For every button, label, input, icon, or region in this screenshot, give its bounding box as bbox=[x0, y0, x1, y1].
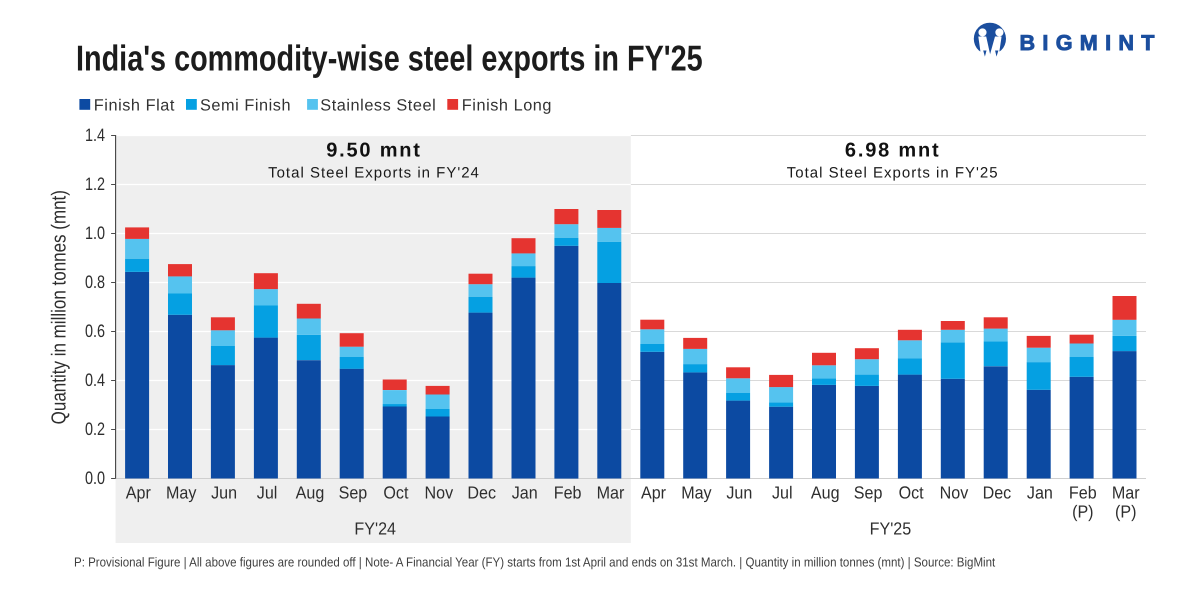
svg-text:0.2: 0.2 bbox=[85, 419, 105, 439]
svg-text:Finish Flat: Finish Flat bbox=[94, 97, 175, 115]
svg-text:Quantity in million tonnes (mn: Quantity in million tonnes (mnt) bbox=[49, 190, 71, 424]
svg-text:0.8: 0.8 bbox=[85, 272, 105, 292]
svg-text:9.50 mnt: 9.50 mnt bbox=[326, 140, 422, 162]
svg-text:Aug: Aug bbox=[296, 483, 325, 503]
svg-text:May: May bbox=[166, 483, 197, 503]
svg-text:P: Provisional Figure | All ab: P: Provisional Figure | All above figure… bbox=[74, 555, 996, 570]
svg-text:(P): (P) bbox=[1115, 502, 1136, 522]
svg-text:Feb: Feb bbox=[1069, 483, 1097, 503]
svg-text:Jan: Jan bbox=[512, 483, 538, 503]
svg-text:FY'25: FY'25 bbox=[870, 519, 912, 539]
svg-text:1.0: 1.0 bbox=[85, 223, 105, 243]
svg-text:Stainless Steel: Stainless Steel bbox=[320, 97, 436, 115]
svg-text:Feb: Feb bbox=[554, 483, 582, 503]
svg-text:May: May bbox=[681, 483, 712, 503]
svg-text:Aug: Aug bbox=[811, 483, 840, 503]
svg-text:Sep: Sep bbox=[854, 483, 883, 503]
svg-text:Nov: Nov bbox=[940, 483, 969, 503]
svg-text:Dec: Dec bbox=[983, 483, 1012, 503]
svg-text:Oct: Oct bbox=[899, 483, 924, 503]
svg-text:Total Steel Exports in FY'24: Total Steel Exports in FY'24 bbox=[268, 164, 480, 181]
svg-text:Total Steel Exports in FY'25: Total Steel Exports in FY'25 bbox=[787, 164, 999, 181]
svg-text:Jul: Jul bbox=[257, 483, 278, 503]
svg-text:0.6: 0.6 bbox=[85, 321, 105, 341]
svg-text:Jan: Jan bbox=[1027, 483, 1053, 503]
svg-text:Apr: Apr bbox=[126, 483, 151, 503]
svg-text:Jul: Jul bbox=[772, 483, 793, 503]
svg-text:BIGMINT: BIGMINT bbox=[1020, 30, 1162, 55]
svg-text:1.4: 1.4 bbox=[85, 125, 105, 145]
svg-text:Sep: Sep bbox=[339, 483, 368, 503]
svg-text:(P): (P) bbox=[1072, 502, 1093, 522]
svg-text:Apr: Apr bbox=[641, 483, 666, 503]
svg-text:Mar: Mar bbox=[1112, 483, 1140, 503]
svg-text:India's commodity-wise steel e: India's commodity-wise steel exports in … bbox=[76, 38, 703, 79]
svg-text:FY'24: FY'24 bbox=[354, 519, 396, 539]
svg-text:0.4: 0.4 bbox=[85, 370, 105, 390]
svg-text:6.98 mnt: 6.98 mnt bbox=[845, 140, 941, 162]
svg-text:Jun: Jun bbox=[726, 483, 752, 503]
svg-text:1.2: 1.2 bbox=[85, 174, 105, 194]
svg-text:Oct: Oct bbox=[383, 483, 408, 503]
svg-text:Jun: Jun bbox=[211, 483, 237, 503]
svg-text:Nov: Nov bbox=[424, 483, 453, 503]
svg-text:Mar: Mar bbox=[597, 483, 625, 503]
svg-text:Dec: Dec bbox=[467, 483, 496, 503]
svg-text:Semi Finish: Semi Finish bbox=[200, 97, 291, 115]
svg-text:0.0: 0.0 bbox=[85, 468, 105, 488]
svg-text:Finish Long: Finish Long bbox=[462, 97, 552, 115]
